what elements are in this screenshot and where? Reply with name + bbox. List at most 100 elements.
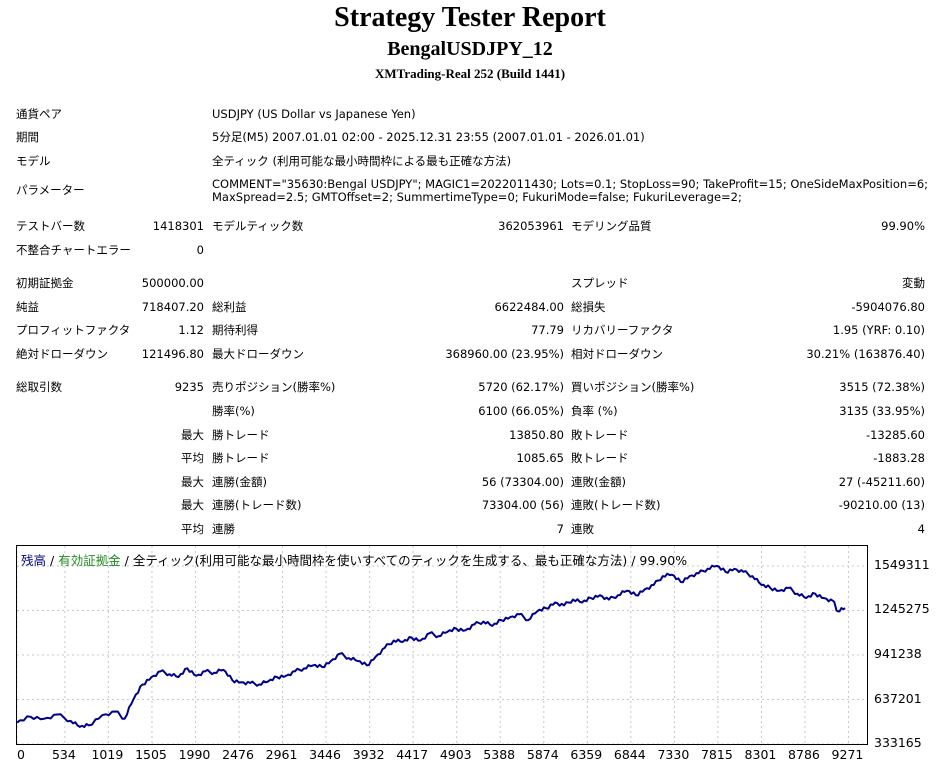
gross-loss-label: 総損失 xyxy=(571,300,606,314)
x-tick-label: 7815 xyxy=(700,747,733,762)
max-dd-label: 最大ドローダウン xyxy=(212,347,304,361)
x-tick-label: 5874 xyxy=(526,747,559,762)
cons-wins-money-label: 連勝(金額) xyxy=(212,475,267,489)
y-tick-label: 333165 xyxy=(874,735,922,750)
largest-loss-label: 敗トレード xyxy=(571,428,629,442)
net-value: 718407.20 xyxy=(141,300,204,314)
win-rate-value: 6100 (66.05%) xyxy=(478,404,564,418)
net-label: 純益 xyxy=(16,300,39,314)
loss-rate-value: 3135 (33.95%) xyxy=(839,404,925,418)
recovery-value: 1.95 (YRF: 0.10) xyxy=(832,323,925,337)
bars-label: テストバー数 xyxy=(16,219,85,233)
period-label: 期間 xyxy=(16,130,39,144)
deposit-value: 500000.00 xyxy=(141,276,204,290)
cons-loss-trades-label: 連敗(トレード数) xyxy=(571,498,661,512)
x-tick-label: 6359 xyxy=(570,747,603,762)
largest-win-label: 勝トレード xyxy=(212,428,270,442)
x-tick-label: 6844 xyxy=(613,747,646,762)
avg-win-label: 勝トレード xyxy=(212,451,270,465)
x-tick-label: 4903 xyxy=(439,747,472,762)
bars-value: 1418301 xyxy=(152,219,204,233)
abs-dd-label: 絶対ドローダウン xyxy=(16,347,108,361)
long-value: 3515 (72.38%) xyxy=(839,380,925,394)
gross-profit-label: 総利益 xyxy=(212,300,247,314)
avg-loss-value: -1883.28 xyxy=(873,451,925,465)
ticks-label: モデルティック数 xyxy=(212,219,304,233)
balance-series-line xyxy=(17,564,846,728)
x-tick-label: 2961 xyxy=(265,747,298,762)
x-tick-label: 4417 xyxy=(396,747,429,762)
avg-cons-loss-label: 連敗 xyxy=(571,522,594,536)
recovery-label: リカバリーファクタ xyxy=(571,323,674,337)
x-tick-label: 8786 xyxy=(788,747,820,762)
pf-value: 1.12 xyxy=(178,323,204,337)
max-cons-trades-prefix: 最大 xyxy=(181,498,204,512)
short-label: 売りポジション(勝率%) xyxy=(212,380,336,394)
gross-profit-value: 6622484.00 xyxy=(494,300,564,314)
legend-model: 全ティック(利用可能な最小時間枠を使いすべてのティックを生成する、最も正確な方法… xyxy=(132,553,688,568)
x-tick-label: 534 xyxy=(51,747,76,762)
quality-label: モデリング品質 xyxy=(571,219,652,233)
deposit-label: 初期証拠金 xyxy=(16,276,74,290)
balance-chart: 残高 / 有効証拠金 / 全ティック(利用可能な最小時間枠を使いすべてのティック… xyxy=(16,545,868,745)
legend-separator: / xyxy=(46,553,59,568)
loss-rate-label: 負率 (%) xyxy=(571,404,618,418)
avg-loss-label: 敗トレード xyxy=(571,451,629,465)
mismatch-value: 0 xyxy=(196,243,204,257)
largest-prefix: 最大 xyxy=(181,428,204,442)
cons-loss-money-label: 連敗(金額) xyxy=(571,475,626,489)
quality-value: 99.90% xyxy=(881,219,925,233)
rel-dd-label: 相対ドローダウン xyxy=(571,347,663,361)
x-tick-label: 0 xyxy=(17,747,25,762)
params-line-1: COMMENT="35630:Bengal USDJPY"; MAGIC1=20… xyxy=(212,177,929,191)
cons-wins-trades-label: 連勝(トレード数) xyxy=(212,498,302,512)
server-build: XMTrading-Real 252 (Build 1441) xyxy=(374,66,566,81)
avg-cons-wins-value: 7 xyxy=(556,522,564,536)
average-prefix: 平均 xyxy=(181,451,204,465)
model-label: モデル xyxy=(16,154,51,168)
x-tick-label: 1990 xyxy=(178,747,211,762)
legend-separator: / xyxy=(120,553,133,568)
cons-loss-trades-value: -90210.00 (13) xyxy=(838,498,925,512)
symbol-label: 通貨ペア xyxy=(16,107,62,121)
legend-balance: 残高 xyxy=(21,553,47,568)
short-value: 5720 (62.17%) xyxy=(478,380,564,394)
y-tick-label: 637201 xyxy=(874,690,922,706)
x-tick-label: 3932 xyxy=(352,747,385,762)
rel-dd-value: 30.21% (163876.40) xyxy=(806,347,925,361)
avg-cons-loss-value: 4 xyxy=(917,522,925,536)
model-value: 全ティック (利用可能な最小時間枠による最も正確な方法) xyxy=(212,154,512,168)
spread-label: スプレッド xyxy=(571,276,629,290)
x-tick-label: 2476 xyxy=(222,747,254,762)
total-trades-value: 9235 xyxy=(174,380,204,394)
largest-win-value: 13850.80 xyxy=(509,428,564,442)
x-tick-label: 5388 xyxy=(483,747,516,762)
report-title: Strategy Tester Report xyxy=(334,2,606,33)
params-label: パラメーター xyxy=(16,183,85,197)
x-tick-label: 1505 xyxy=(135,747,167,762)
expected-label: 期待利得 xyxy=(212,323,258,337)
y-tick-label: 1245275 xyxy=(874,601,930,617)
y-tick-label: 941238 xyxy=(874,646,922,661)
long-label: 買いポジション(勝率%) xyxy=(571,380,695,394)
cons-wins-money-value: 56 (73304.00) xyxy=(481,475,564,489)
x-tick-label: 1019 xyxy=(91,747,124,762)
total-trades-label: 総取引数 xyxy=(16,380,62,394)
x-tick-label: 3446 xyxy=(309,747,341,762)
x-tick-label: 8301 xyxy=(744,747,777,762)
max-dd-value: 368960.00 (23.95%) xyxy=(445,347,564,361)
spread-value: 変動 xyxy=(902,276,925,290)
win-rate-label: 勝率(%) xyxy=(212,404,255,418)
symbol-value: USDJPY (US Dollar vs Japanese Yen) xyxy=(212,107,416,121)
avg-cons-wins-label: 連勝 xyxy=(212,522,235,536)
expected-value: 77.79 xyxy=(531,323,564,337)
avg-cons-prefix: 平均 xyxy=(181,522,204,536)
chart-legend: 残高 / 有効証拠金 / 全ティック(利用可能な最小時間枠を使いすべてのティック… xyxy=(21,550,687,569)
period-value: 5分足(M5) 2007.01.01 02:00 - 2025.12.31 23… xyxy=(212,130,645,144)
legend-equity: 有効証拠金 xyxy=(58,553,121,568)
abs-dd-value: 121496.80 xyxy=(141,347,204,361)
x-tick-label: 9271 xyxy=(831,747,864,762)
balance-chart-svg xyxy=(17,546,867,744)
gross-loss-value: -5904076.80 xyxy=(851,300,925,314)
max-cons-money-prefix: 最大 xyxy=(181,475,204,489)
